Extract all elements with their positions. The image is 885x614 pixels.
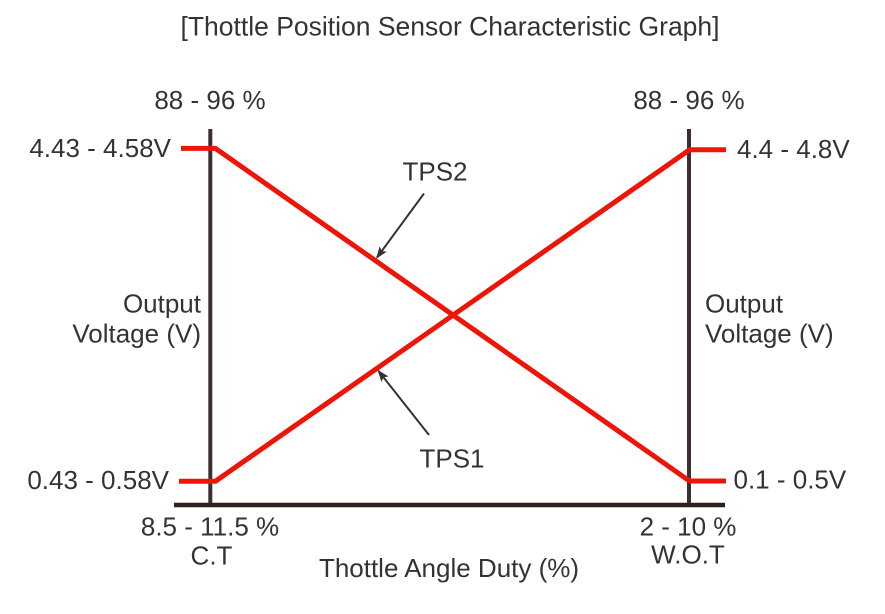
svg-text:4.43 - 4.58V: 4.43 - 4.58V xyxy=(29,133,171,163)
svg-text:88 - 96 %: 88 - 96 % xyxy=(154,85,265,115)
svg-text:2 - 10 %: 2 - 10 % xyxy=(640,512,737,542)
svg-text:0.1 - 0.5V: 0.1 - 0.5V xyxy=(734,465,847,495)
svg-text:88 - 96 %: 88 - 96 % xyxy=(633,85,744,115)
svg-text:Thottle Angle Duty (%): Thottle Angle Duty (%) xyxy=(319,553,579,583)
svg-text:Voltage (V): Voltage (V) xyxy=(72,319,201,349)
svg-text:8.5 - 11.5 %: 8.5 - 11.5 % xyxy=(141,512,279,542)
svg-text:Output: Output xyxy=(705,289,784,319)
svg-text:Voltage (V): Voltage (V) xyxy=(705,319,834,349)
svg-text:4.4 - 4.8V: 4.4 - 4.8V xyxy=(737,134,850,164)
svg-text:TPS2: TPS2 xyxy=(402,157,467,187)
svg-text:TPS1: TPS1 xyxy=(419,444,484,474)
svg-text:Output: Output xyxy=(123,289,202,319)
svg-text:C.T: C.T xyxy=(191,541,233,571)
svg-text:0.43 - 0.58V: 0.43 - 0.58V xyxy=(27,465,169,495)
svg-text:W.O.T: W.O.T xyxy=(651,540,725,570)
svg-text:[Thottle Position Sensor Chara: [Thottle Position Sensor Characteristic … xyxy=(180,12,719,42)
